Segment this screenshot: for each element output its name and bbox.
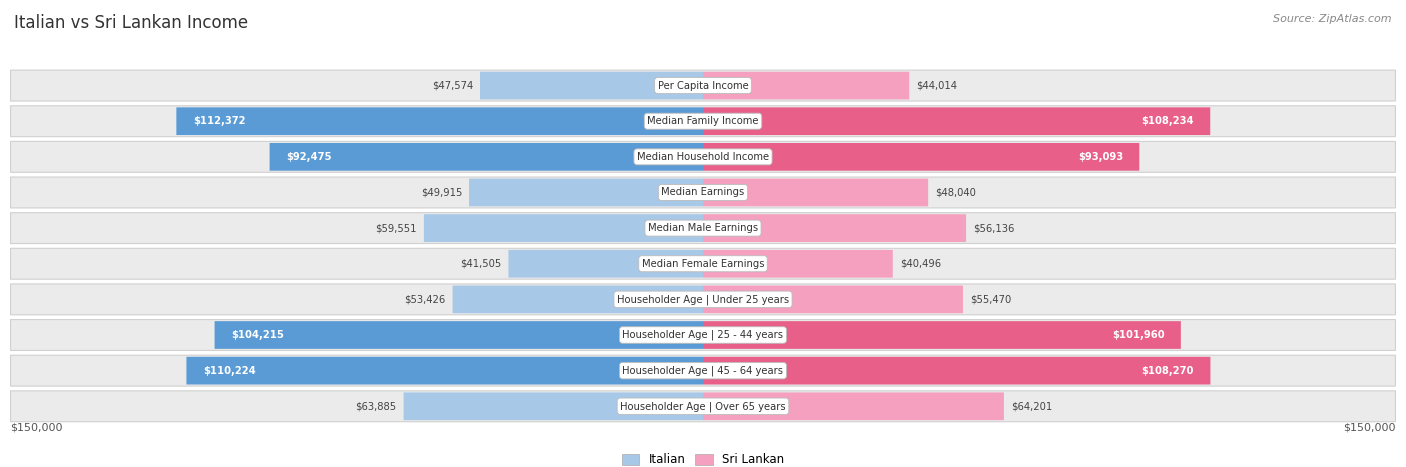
FancyBboxPatch shape [703, 178, 928, 206]
FancyBboxPatch shape [11, 177, 1395, 208]
FancyBboxPatch shape [470, 178, 703, 206]
FancyBboxPatch shape [479, 72, 703, 99]
FancyBboxPatch shape [11, 319, 1395, 350]
FancyBboxPatch shape [270, 143, 703, 171]
FancyBboxPatch shape [11, 284, 1395, 315]
Text: $48,040: $48,040 [935, 187, 976, 198]
FancyBboxPatch shape [703, 250, 893, 277]
Text: $92,475: $92,475 [285, 152, 332, 162]
FancyBboxPatch shape [453, 285, 703, 313]
FancyBboxPatch shape [215, 321, 703, 349]
Text: $56,136: $56,136 [973, 223, 1015, 233]
Text: Median Female Earnings: Median Female Earnings [641, 259, 765, 269]
Text: $63,885: $63,885 [356, 401, 396, 411]
Text: $47,574: $47,574 [432, 81, 472, 91]
Legend: Italian, Sri Lankan: Italian, Sri Lankan [617, 449, 789, 467]
Text: $41,505: $41,505 [460, 259, 502, 269]
Text: $53,426: $53,426 [405, 294, 446, 304]
FancyBboxPatch shape [187, 357, 703, 384]
Text: Householder Age | 25 - 44 years: Householder Age | 25 - 44 years [623, 330, 783, 340]
FancyBboxPatch shape [404, 392, 703, 420]
Text: Source: ZipAtlas.com: Source: ZipAtlas.com [1274, 14, 1392, 24]
Text: $108,270: $108,270 [1142, 366, 1194, 375]
FancyBboxPatch shape [703, 214, 966, 242]
Text: Median Family Income: Median Family Income [647, 116, 759, 126]
FancyBboxPatch shape [11, 142, 1395, 172]
Text: Median Household Income: Median Household Income [637, 152, 769, 162]
FancyBboxPatch shape [703, 357, 1211, 384]
Text: $108,234: $108,234 [1142, 116, 1194, 126]
Text: $101,960: $101,960 [1112, 330, 1164, 340]
FancyBboxPatch shape [11, 106, 1395, 137]
Text: Median Male Earnings: Median Male Earnings [648, 223, 758, 233]
Text: $112,372: $112,372 [193, 116, 245, 126]
Text: Householder Age | 45 - 64 years: Householder Age | 45 - 64 years [623, 365, 783, 376]
FancyBboxPatch shape [11, 212, 1395, 244]
Text: $59,551: $59,551 [375, 223, 416, 233]
FancyBboxPatch shape [703, 321, 1181, 349]
Text: $44,014: $44,014 [917, 81, 957, 91]
Text: $49,915: $49,915 [420, 187, 463, 198]
Text: $104,215: $104,215 [231, 330, 284, 340]
FancyBboxPatch shape [703, 285, 963, 313]
FancyBboxPatch shape [703, 143, 1139, 171]
Text: $110,224: $110,224 [202, 366, 256, 375]
FancyBboxPatch shape [703, 107, 1211, 135]
Text: $93,093: $93,093 [1078, 152, 1123, 162]
Text: $55,470: $55,470 [970, 294, 1011, 304]
Text: $64,201: $64,201 [1011, 401, 1052, 411]
Text: Householder Age | Under 25 years: Householder Age | Under 25 years [617, 294, 789, 304]
Text: Italian vs Sri Lankan Income: Italian vs Sri Lankan Income [14, 14, 249, 32]
FancyBboxPatch shape [423, 214, 703, 242]
Text: Per Capita Income: Per Capita Income [658, 81, 748, 91]
FancyBboxPatch shape [703, 392, 1004, 420]
Text: $150,000: $150,000 [11, 423, 63, 432]
FancyBboxPatch shape [11, 70, 1395, 101]
Text: Householder Age | Over 65 years: Householder Age | Over 65 years [620, 401, 786, 411]
FancyBboxPatch shape [11, 355, 1395, 386]
Text: $40,496: $40,496 [900, 259, 941, 269]
FancyBboxPatch shape [11, 391, 1395, 422]
FancyBboxPatch shape [703, 72, 910, 99]
FancyBboxPatch shape [11, 248, 1395, 279]
FancyBboxPatch shape [509, 250, 703, 277]
FancyBboxPatch shape [176, 107, 703, 135]
Text: Median Earnings: Median Earnings [661, 187, 745, 198]
Text: $150,000: $150,000 [1343, 423, 1395, 432]
